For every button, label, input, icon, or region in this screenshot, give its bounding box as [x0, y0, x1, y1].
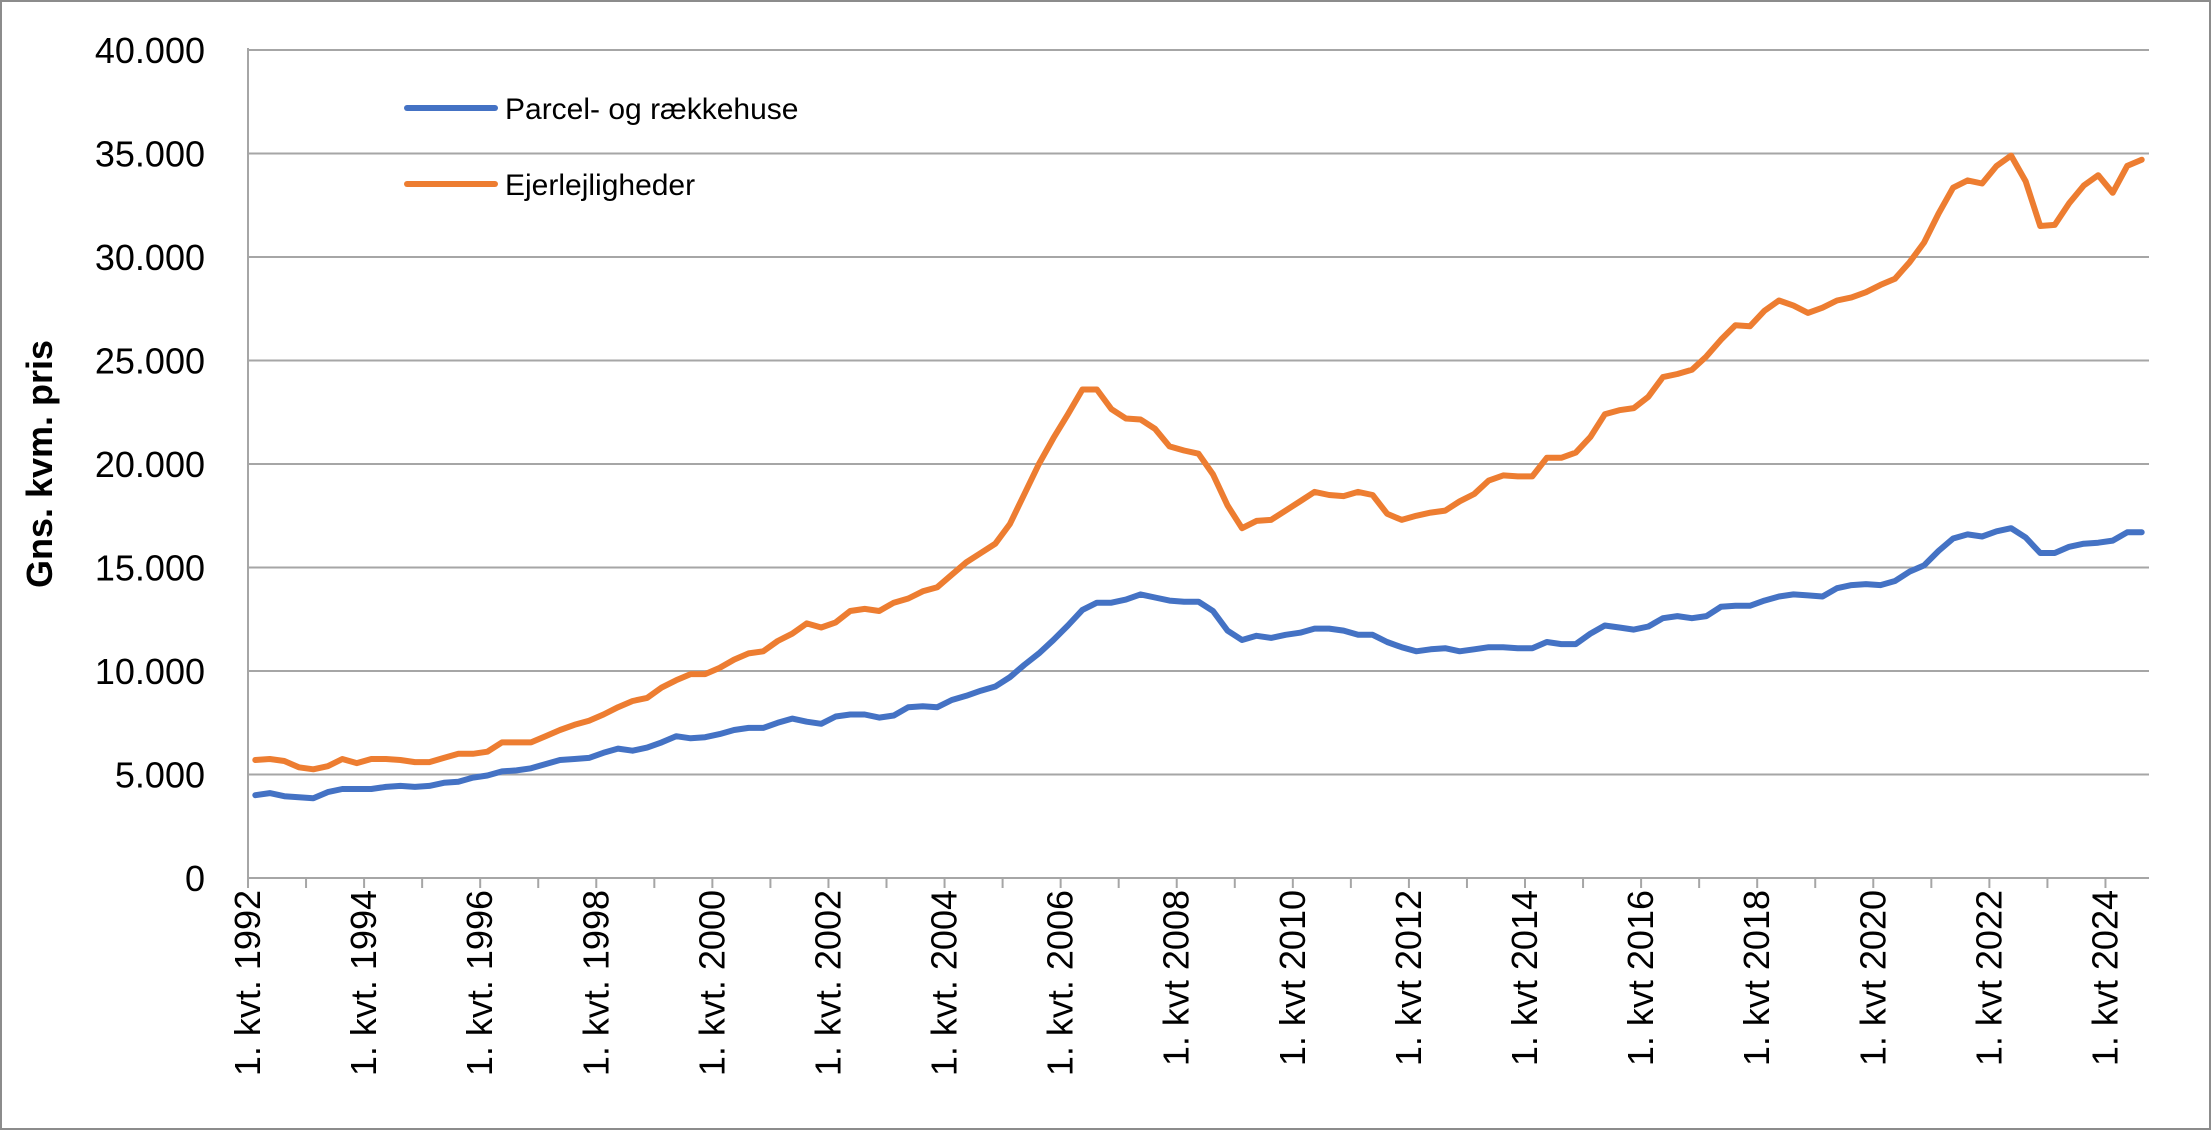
x-tick-label: 1. kvt. 2000 [691, 890, 732, 1076]
x-tick-label: 1. kvt 2012 [1388, 890, 1429, 1066]
x-tick-label: 1. kvt 2010 [1272, 890, 1313, 1066]
x-tick-label: 1. kvt. 2002 [807, 890, 848, 1076]
y-tick-label: 35.000 [95, 134, 205, 175]
x-tick-label: 1. kvt 2016 [1620, 890, 1661, 1066]
x-tick-label: 1. kvt. 1996 [459, 890, 500, 1076]
gridlines [248, 49, 2149, 776]
y-tick-label: 25.000 [95, 341, 205, 382]
y-tick-label: 5.000 [115, 755, 205, 796]
series-lines [252, 152, 2145, 802]
legend: Parcel- og rækkehuse Ejerlejligheder [404, 93, 798, 202]
y-tick-label: 10.000 [95, 651, 205, 692]
x-tick-label: 1. kvt. 1992 [227, 890, 268, 1076]
y-tick-label: 30.000 [95, 237, 205, 278]
x-tick-label: 1. kvt. 2004 [924, 890, 965, 1076]
x-tick-label: 1. kvt. 1998 [575, 890, 616, 1076]
x-tick-label: 1. kvt. 2006 [1040, 890, 1081, 1076]
x-tick-label: 1. kvt. 1994 [343, 890, 384, 1076]
series-line-0 [252, 525, 2145, 802]
y-axis-label: Gns. kvm. pris [19, 340, 60, 588]
x-tick-label: 1. kvt 2024 [2084, 890, 2125, 1066]
x-tick-label: 1. kvt 2020 [1852, 890, 1893, 1066]
y-tick-labels: 0 5.000 10.000 15.000 20.000 25.000 30.000 35.0… [95, 30, 205, 899]
series-line-1 [252, 152, 2145, 773]
legend-label-ejerlejligheder: Ejerlejligheder [505, 169, 695, 202]
y-tick-label: 20.000 [95, 444, 205, 485]
y-tick-label: 0 [185, 858, 205, 899]
y-tick-label: 40.000 [95, 30, 205, 71]
x-tick-label: 1. kvt 2014 [1504, 890, 1545, 1066]
x-tick-label: 1. kvt 2022 [1968, 890, 2009, 1066]
legend-label-parcel: Parcel- og rækkehuse [505, 93, 798, 126]
axes [247, 48, 2149, 888]
x-tick-label: 1. kvt 2008 [1156, 890, 1197, 1066]
x-tick-label: 1. kvt 2018 [1736, 890, 1777, 1066]
x-tick-labels: 1. kvt. 1992 1. kvt. 1994 1. kvt. 1996 1. k… [227, 890, 2125, 1076]
y-tick-label: 15.000 [95, 548, 205, 589]
